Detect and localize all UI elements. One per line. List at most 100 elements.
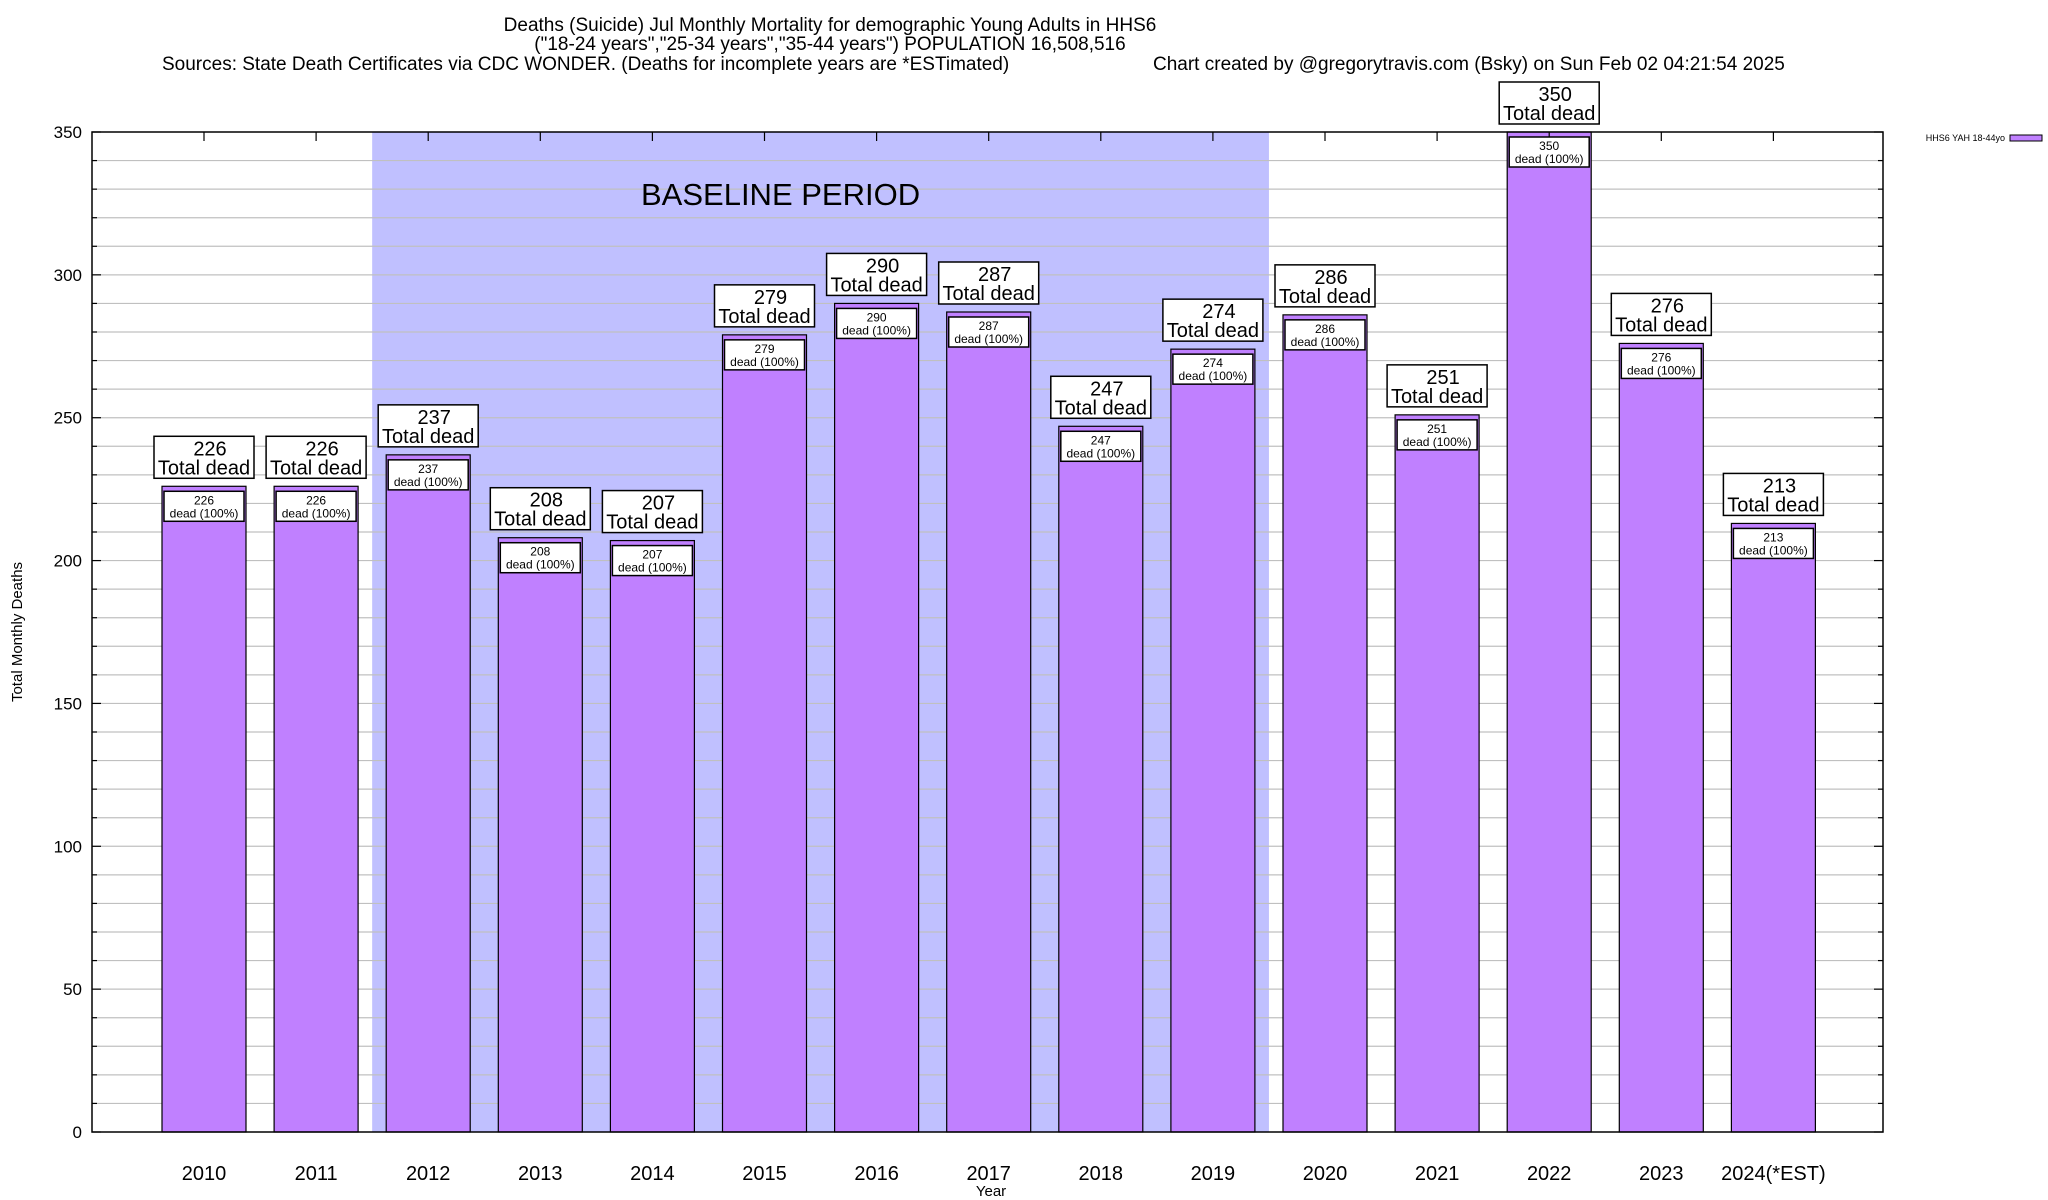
bar-total-label-text: Total dead [1615,314,1707,336]
bar-total-label-box [153,435,255,480]
bar-total-label-value: 237 [418,407,451,429]
bar [1170,348,1256,1133]
bar-total-label-text: Total dead [1391,386,1483,408]
bar [946,311,1032,1133]
bar-total-label-value: 213 [1763,475,1796,497]
bar-inner-label-text: dead (100%) [282,506,351,520]
bar-total-label-text: Total dead [1279,286,1371,308]
bar-total-label-box [265,435,367,480]
chart-sources: Sources: State Death Certificates via CD… [162,54,1009,75]
bar [497,537,583,1133]
x-tick-label: 2018 [1079,1163,1124,1185]
bar-total-label-text: Total dead [718,306,810,328]
bar-total-label-box [825,252,928,297]
x-tick-label: 2010 [182,1163,227,1185]
bar-total-label-box [601,489,704,534]
bar-total-label-value: 207 [642,493,675,515]
bar-total-label-value: 290 [866,255,899,277]
bar-total-label-box [1610,292,1713,337]
bar-total-label-value: 226 [305,438,338,460]
bar-total-label-text: Total dead [494,509,586,531]
y-tick-label: 250 [54,409,82,428]
plot-frame [91,131,1884,1133]
bar [1730,522,1817,1133]
bar-total-label-box [713,284,816,328]
bar-inner-label-value: 276 [1651,350,1671,364]
bar-inner-label-text: dead (100%) [1403,435,1472,449]
bar-inner-label-text: dead (100%) [730,355,799,369]
bar-total-label-text: Total dead [1055,397,1147,419]
x-tick-label: 2016 [854,1163,899,1185]
bar-inner-label-value: 226 [194,493,214,507]
bar-inner-label-value: 290 [867,310,887,324]
bar-inner-label-value: 251 [1427,422,1447,436]
bar-total-label-box [1386,364,1488,408]
bar [1506,131,1592,1133]
y-tick-label: 50 [63,980,82,999]
bar-total-label-text: Total dead [270,457,362,479]
bar-total-label-text: Total dead [606,512,698,534]
y-tick-label: 350 [54,123,82,142]
x-tick-label: 2017 [966,1163,1011,1185]
chart-title-line-1: Deaths (Suicide) Jul Monthly Mortality f… [504,15,1157,36]
bar-inner-label-text: dead (100%) [1291,335,1360,349]
bar [273,485,359,1133]
chart-credit: Chart created by @gregorytravis.com (Bsk… [1153,54,1785,75]
bar-total-label-text: Total dead [382,426,474,448]
bar-total-label-value: 208 [530,490,563,512]
bar [1282,314,1368,1133]
bar [833,302,920,1133]
bar [1618,342,1704,1133]
x-tick-label: 2023 [1639,1163,1684,1185]
bar-inner-label-box [723,339,806,371]
bar-total-label-box [489,486,592,531]
bar-total-label-box [1722,472,1825,517]
bar-inner-label-value: 213 [1763,530,1783,544]
bar-total-label-box [1050,375,1152,420]
bar-total-label-value: 247 [1090,378,1123,400]
bar-inner-label-box [1284,319,1366,351]
x-tick-label: 2015 [742,1163,787,1185]
bar [385,454,471,1133]
bars [161,131,1817,1133]
x-tick-label: 2024(*EST) [1721,1163,1826,1185]
legend-label: HHS6 YAH 18-44yo [1926,133,2005,143]
x-tick-label: 2019 [1191,1163,1236,1185]
bar-inner-label-text: dead (100%) [1515,152,1584,166]
bar-inner-label-text: dead (100%) [170,506,239,520]
bar-total-label-box [1162,298,1264,342]
bar-total-label-box [1274,264,1376,308]
x-axis-title: Year [976,1183,1006,1200]
bar [1058,425,1144,1133]
y-axis-ticks: 0 50 100 150 200 250 300 350 [54,123,1883,1142]
x-tick-label: 2014 [630,1163,675,1185]
legend-swatch [2009,134,2043,142]
bar-inner-label-value: 350 [1539,139,1559,153]
bar-inner-label-value: 247 [1091,433,1111,447]
bar [721,334,808,1133]
x-tick-label: 2021 [1415,1163,1460,1185]
bar-total-label-text: Total dead [1727,494,1819,516]
bar-inner-label-box [275,490,357,523]
bar-inner-label-box [163,490,245,523]
bar-total-label-value: 350 [1539,84,1572,106]
bar-inner-label-box [1508,136,1590,168]
bar-inner-label-text: dead (100%) [394,475,463,489]
bar-inner-label-value: 208 [530,545,550,559]
bar-inner-label-text: dead (100%) [1627,363,1696,377]
x-tick-label: 2022 [1527,1163,1572,1185]
x-tick-label: 2011 [295,1163,338,1185]
bar-inner-label-value: 286 [1315,322,1335,336]
bar-inner-label-value: 274 [1203,356,1223,370]
baseline-period-label: BASELINE PERIOD [641,177,920,212]
chart-title-line-2: ("18-24 years","25-34 years","35-44 year… [534,34,1125,55]
bar-total-label-text: Total dead [1167,320,1259,342]
bar-inner-label-value: 207 [642,548,662,562]
plot-area-border [91,131,1884,1133]
bar-inner-label-value: 237 [418,462,438,476]
x-tick-label: 2020 [1303,1163,1348,1185]
y-tick-label: 150 [54,694,82,713]
chart-titles: Deaths (Suicide) Jul Monthly Mortality f… [162,15,1785,75]
bar-total-label-box [377,404,479,448]
